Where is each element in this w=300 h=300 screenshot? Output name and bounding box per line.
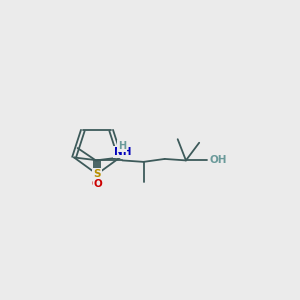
Text: OH: OH <box>209 155 227 165</box>
Text: O: O <box>92 179 100 189</box>
Text: H: H <box>118 141 126 151</box>
Text: S: S <box>93 169 101 179</box>
Text: O: O <box>94 179 103 189</box>
Text: NH: NH <box>114 147 131 157</box>
